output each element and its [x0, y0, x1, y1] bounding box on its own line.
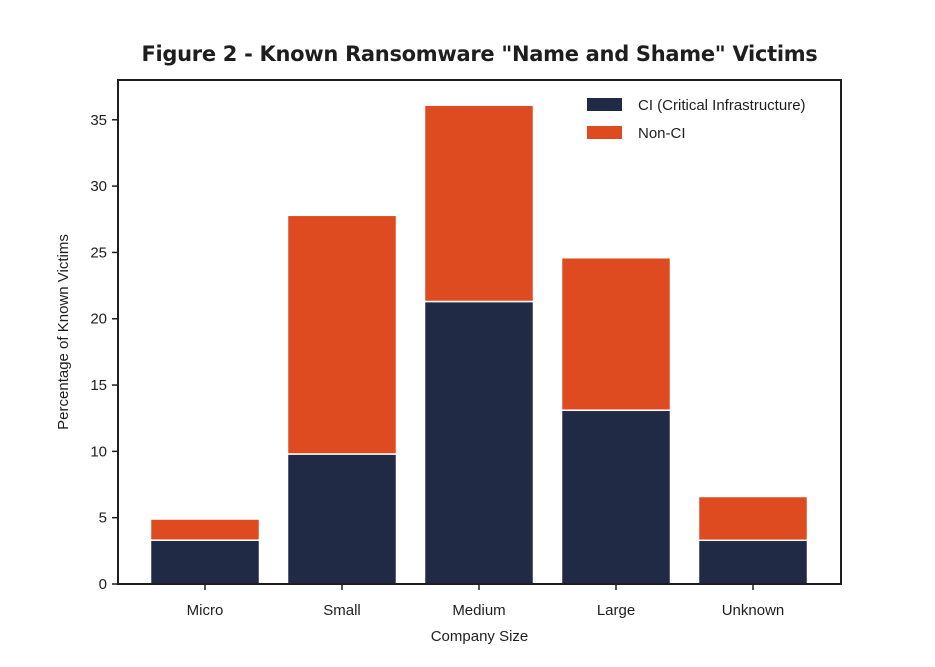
bar-small-non-ci [286, 214, 398, 455]
y-tick-label: 35 [90, 112, 107, 129]
x-tick-label-unknown: Unknown [722, 602, 785, 619]
bar-medium-ci [423, 300, 535, 585]
y-tick-label: 15 [90, 377, 107, 394]
legend-label-ci: CI (Critical Infrastructure) [638, 97, 806, 114]
bar-large-non-ci [560, 256, 672, 411]
y-tick-label: 25 [90, 244, 107, 261]
y-tick-label: 30 [90, 178, 107, 195]
x-tick-label-small: Small [323, 602, 361, 619]
chart-title: Figure 2 - Known Ransomware "Name and Sh… [141, 42, 818, 66]
bar-micro-non-ci [149, 518, 261, 541]
bars-group [149, 104, 809, 585]
bar-unknown-ci [697, 539, 809, 585]
y-axis: 0 5 10 15 20 25 30 35 [90, 112, 118, 593]
x-axis: Micro Small Medium Large Unknown [187, 584, 785, 619]
y-axis-label: Percentage of Known Victims [55, 234, 72, 430]
legend-swatch-ci [587, 98, 622, 111]
legend-swatch-non-ci [587, 126, 622, 139]
bar-micro-ci [149, 539, 261, 585]
x-tick-label-medium: Medium [452, 602, 505, 619]
y-tick-label: 0 [99, 576, 107, 593]
x-tick-label-large: Large [597, 602, 635, 619]
y-tick-label: 20 [90, 311, 107, 328]
bar-medium-non-ci [423, 104, 535, 303]
bar-large-ci [560, 409, 672, 585]
bar-small-ci [286, 453, 398, 585]
y-tick-label: 5 [99, 510, 107, 527]
bar-unknown-non-ci [697, 495, 809, 542]
legend-label-non-ci: Non-CI [638, 125, 686, 142]
x-axis-label: Company Size [431, 628, 529, 645]
y-tick-label: 10 [90, 443, 107, 460]
legend: CI (Critical Infrastructure) Non-CI [587, 97, 806, 142]
x-tick-label-micro: Micro [187, 602, 224, 619]
